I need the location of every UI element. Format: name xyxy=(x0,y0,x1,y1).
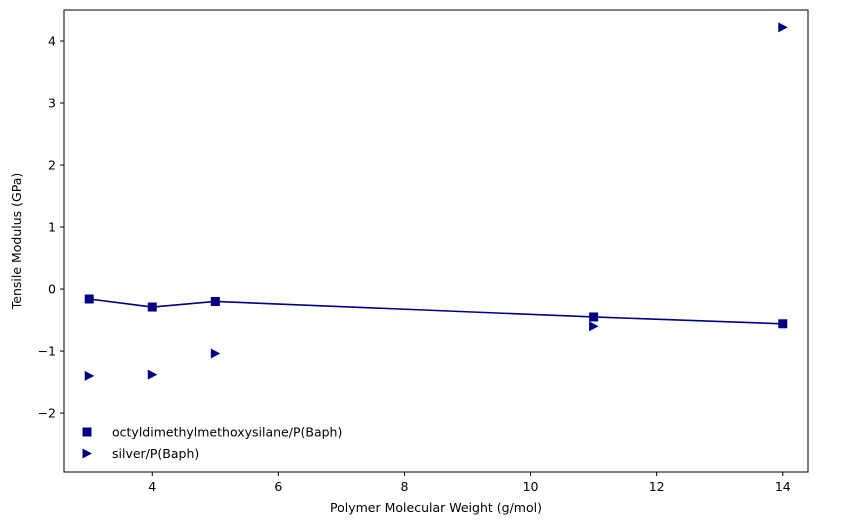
legend-entry: silver/P(Baph) xyxy=(82,446,199,461)
y-axis: −2 −1 0 1 2 3 4 xyxy=(38,34,64,421)
legend-label: silver/P(Baph) xyxy=(112,446,199,461)
data-point xyxy=(778,319,788,329)
data-point xyxy=(589,312,599,322)
x-axis: 4 6 8 10 12 14 xyxy=(148,472,791,494)
series-1 xyxy=(84,294,788,329)
y-axis-label: Tensile Modulus (GPa) xyxy=(9,173,24,311)
data-point xyxy=(210,296,220,306)
y-tick-label: 3 xyxy=(48,96,56,111)
x-axis-label: Polymer Molecular Weight (g/mol) xyxy=(330,500,542,515)
y-tick-label: 1 xyxy=(48,220,56,235)
data-point xyxy=(84,370,95,381)
y-tick-label: 2 xyxy=(48,158,56,173)
x-tick-label: 4 xyxy=(148,479,156,494)
legend-marker xyxy=(82,427,92,437)
series-2 xyxy=(84,22,788,381)
data-point xyxy=(210,348,221,359)
y-tick-label: 0 xyxy=(48,282,56,297)
y-tick-label: −2 xyxy=(38,406,56,421)
data-point xyxy=(147,369,158,380)
x-tick-label: 14 xyxy=(775,479,791,494)
x-tick-label: 8 xyxy=(400,479,408,494)
data-point xyxy=(84,294,94,304)
legend-marker xyxy=(82,448,92,459)
legend: octyldimethylmethoxysilane/P(Baph) silver… xyxy=(82,425,342,461)
y-tick-label: 4 xyxy=(48,34,56,49)
plot-frame xyxy=(63,9,809,473)
data-point xyxy=(147,302,157,312)
data-point xyxy=(589,321,599,332)
legend-entry: octyldimethylmethoxysilane/P(Baph) xyxy=(82,425,342,440)
series-line xyxy=(89,298,783,325)
x-tick-label: 6 xyxy=(274,479,282,494)
x-tick-label: 12 xyxy=(649,479,665,494)
legend-label: octyldimethylmethoxysilane/P(Baph) xyxy=(112,425,342,440)
data-point xyxy=(778,22,788,33)
x-tick-label: 10 xyxy=(523,479,539,494)
y-tick-label: −1 xyxy=(38,344,56,359)
plot-area xyxy=(63,9,809,473)
